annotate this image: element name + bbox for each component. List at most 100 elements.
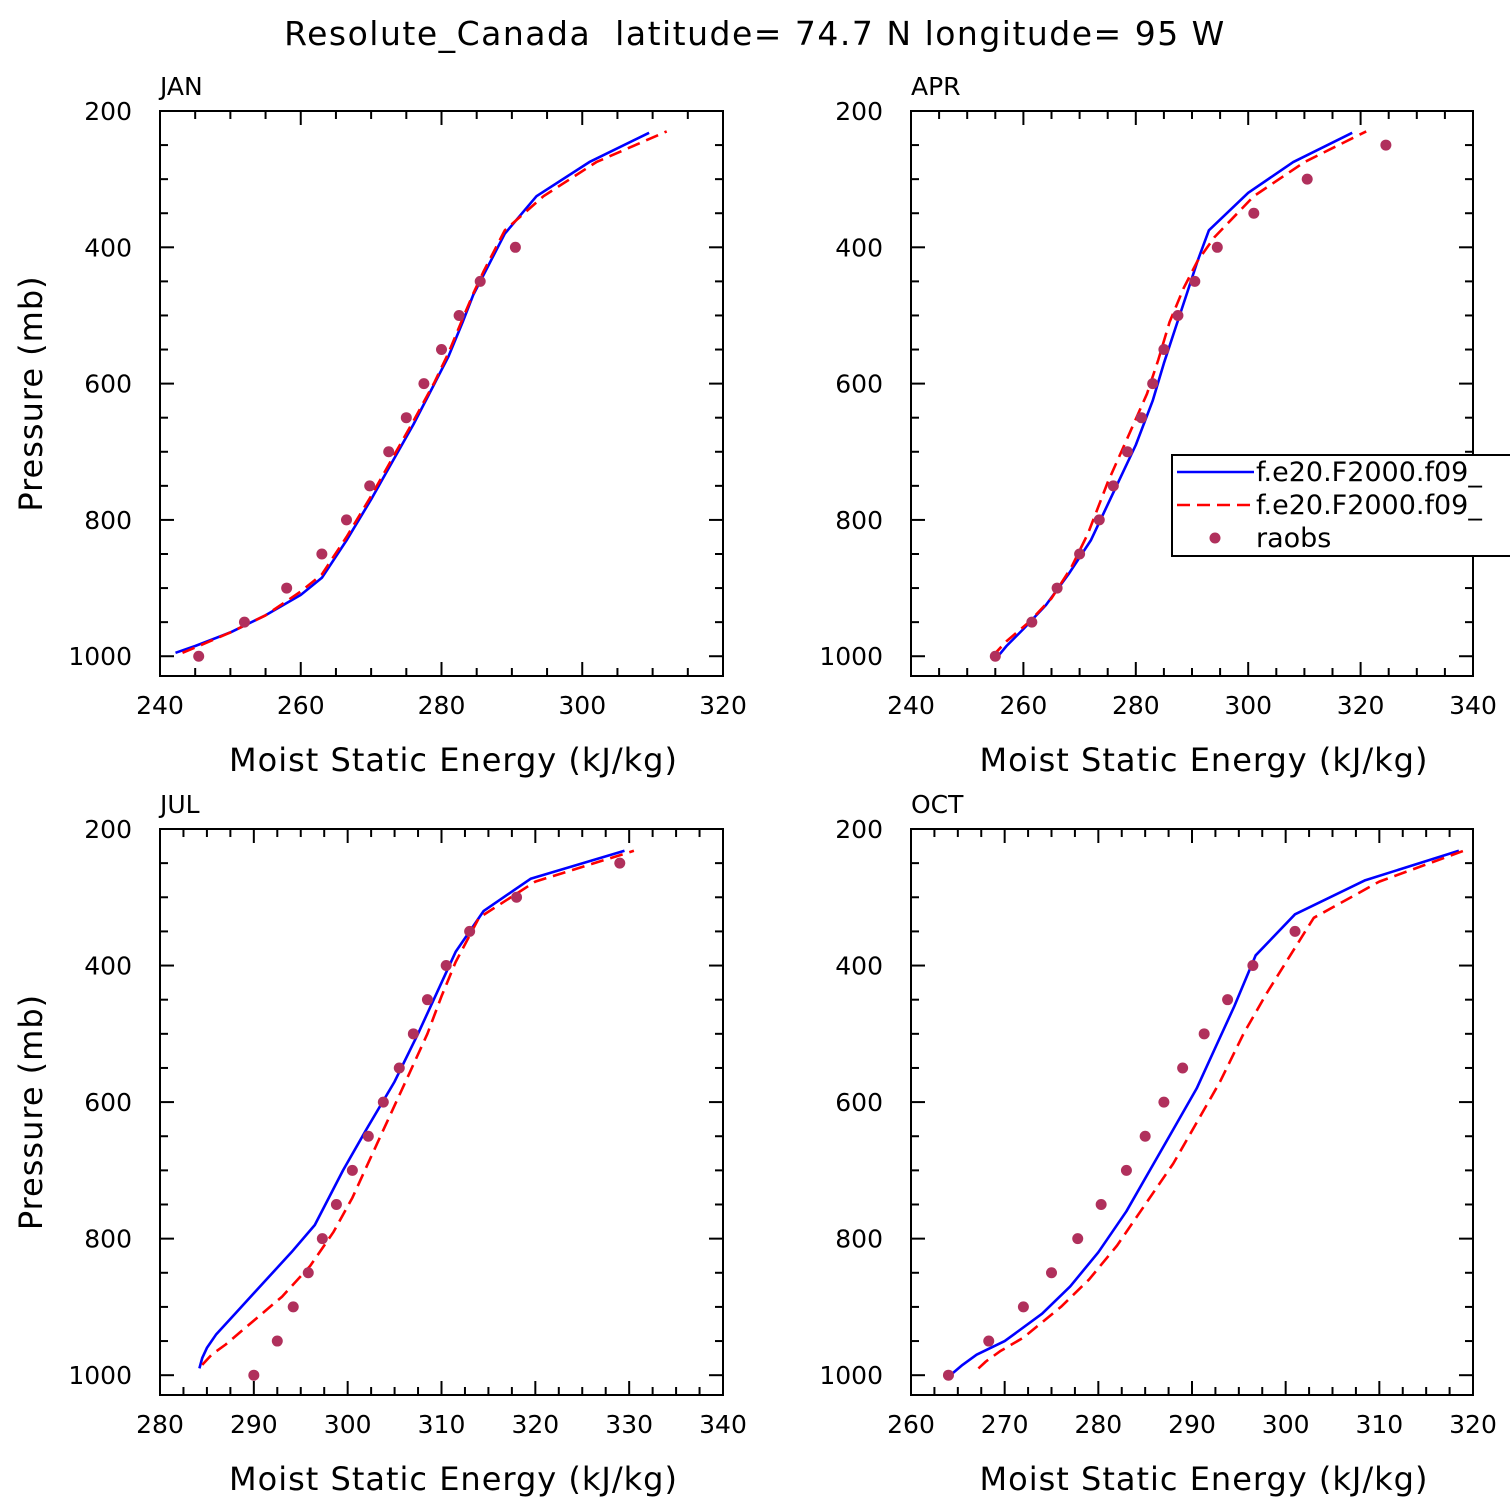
y-tick-label: 800: [84, 1225, 132, 1254]
raobs-point: [1222, 994, 1234, 1006]
plot-frame: [910, 110, 1474, 677]
x-tick-label: 310: [418, 1410, 466, 1439]
y-tick-label: 400: [835, 952, 883, 981]
model-line-solid: [949, 849, 1460, 1377]
plot-frame: [910, 828, 1474, 1396]
y-tick-label: 200: [835, 97, 883, 126]
x-tick-label: 240: [887, 691, 935, 720]
x-tick-label: 240: [136, 691, 184, 720]
panel-label: JAN: [158, 72, 203, 101]
raobs-point: [511, 891, 523, 903]
x-axis-label: Moist Static Energy (kJ/kg): [229, 1460, 678, 1498]
y-axis-label: Pressure (mb): [12, 994, 50, 1230]
plot-frame: [159, 828, 724, 1396]
raobs-point: [436, 344, 447, 356]
raobs-point: [1158, 344, 1170, 356]
raobs-point: [453, 309, 465, 321]
x-tick-label: 330: [605, 1410, 653, 1439]
x-tick-label: 320: [511, 1410, 559, 1439]
raobs-point: [362, 1130, 374, 1142]
y-tick-label: 600: [84, 1088, 132, 1117]
x-tick-label: 320: [1337, 691, 1385, 720]
x-axis-label: Moist Static Energy (kJ/kg): [980, 1460, 1429, 1498]
raobs-point: [614, 857, 626, 869]
model-line-dashed: [991, 130, 1367, 658]
raobs-markers: [193, 241, 521, 662]
legend: f.e20.F2000.f09_f.e20.F2000.f09_raobs: [1171, 454, 1510, 557]
model-line-solid: [198, 849, 625, 1369]
raobs-point: [1172, 309, 1184, 321]
y-tick-label: 1000: [68, 642, 132, 671]
raobs-point: [1046, 1267, 1057, 1279]
legend-label: f.e20.F2000.f09_: [1256, 457, 1482, 488]
raobs-point: [340, 514, 352, 526]
model-line-dashed: [977, 849, 1465, 1370]
raobs-point: [418, 378, 430, 390]
raobs-point: [271, 1335, 283, 1347]
raobs-point: [1211, 241, 1223, 253]
raobs-point: [407, 1028, 419, 1040]
raobs-point: [1247, 960, 1259, 972]
panel-oct: OCT 260 270 280 290 300 310 320 200 400 600 800 1000…: [819, 790, 1496, 1498]
raobs-point: [1074, 548, 1086, 560]
y-tick-label: 800: [835, 506, 883, 535]
raobs-point: [316, 548, 328, 560]
raobs-point: [316, 1233, 328, 1245]
raobs-point: [346, 1164, 358, 1176]
x-axis-label: Moist Static Energy (kJ/kg): [229, 741, 678, 779]
x-tick-label: 340: [1449, 691, 1497, 720]
x-axis-label: Moist Static Energy (kJ/kg): [980, 741, 1429, 779]
panel-label: OCT: [911, 790, 964, 819]
raobs-point: [1017, 1301, 1029, 1313]
x-tick-label: 300: [1224, 691, 1272, 720]
raobs-point: [421, 994, 433, 1006]
x-tick-label: 260: [277, 691, 325, 720]
raobs-point: [281, 582, 293, 594]
y-tick-label: 800: [84, 506, 132, 535]
x-tick-label: 270: [981, 1410, 1029, 1439]
raobs-point: [1177, 1062, 1189, 1074]
panels: JAN 240 260 280 300 320 200 400 600 800 1000 Moist …: [12, 72, 1497, 1498]
y-tick-label: 400: [835, 233, 883, 262]
raobs-point: [1289, 925, 1301, 937]
raobs-point: [440, 960, 452, 972]
x-tick-label: 290: [1168, 1410, 1216, 1439]
model-line-dashed: [201, 849, 635, 1366]
y-tick-label: 600: [84, 370, 132, 399]
raobs-point: [989, 650, 1001, 662]
raobs-point: [509, 241, 521, 253]
raobs-point: [1198, 1028, 1210, 1040]
raobs-point: [1139, 1130, 1151, 1142]
y-tick-label: 600: [835, 1088, 883, 1117]
panel-label: JUL: [158, 790, 200, 819]
raobs-point: [1093, 514, 1105, 526]
y-tick-label: 400: [84, 952, 132, 981]
x-tick-label: 260: [1000, 691, 1048, 720]
raobs-point: [193, 650, 205, 662]
raobs-point: [287, 1301, 299, 1313]
raobs-point: [474, 275, 486, 287]
raobs-point: [464, 925, 476, 937]
y-tick-label: 200: [84, 97, 132, 126]
x-tick-label: 300: [324, 1410, 372, 1439]
legend-label: f.e20.F2000.f09_: [1256, 490, 1482, 521]
legend-label: raobs: [1256, 523, 1331, 554]
panel-apr: APR 240 260 280 300 320 340 200 400 600 800 1000 Moi…: [819, 72, 1496, 779]
x-tick-label: 280: [418, 691, 466, 720]
x-tick-label: 290: [230, 1410, 278, 1439]
figure-title: Resolute_Canada latitude= 74.7 N longitu…: [284, 14, 1226, 53]
x-tick-label: 310: [1355, 1410, 1403, 1439]
raobs-point: [1026, 616, 1038, 628]
raobs-point: [1095, 1199, 1107, 1211]
raobs-markers: [248, 857, 626, 1381]
panel-jan: JAN 240 260 280 300 320 200 400 600 800 1000 Moist …: [12, 72, 747, 779]
raobs-point: [302, 1267, 314, 1279]
raobs-point: [1147, 378, 1159, 390]
x-tick-label: 280: [136, 1410, 184, 1439]
y-tick-label: 400: [84, 233, 132, 262]
raobs-point: [983, 1335, 995, 1347]
raobs-point: [238, 616, 250, 628]
x-tick-label: 300: [558, 691, 606, 720]
y-tick-label: 200: [84, 815, 132, 844]
